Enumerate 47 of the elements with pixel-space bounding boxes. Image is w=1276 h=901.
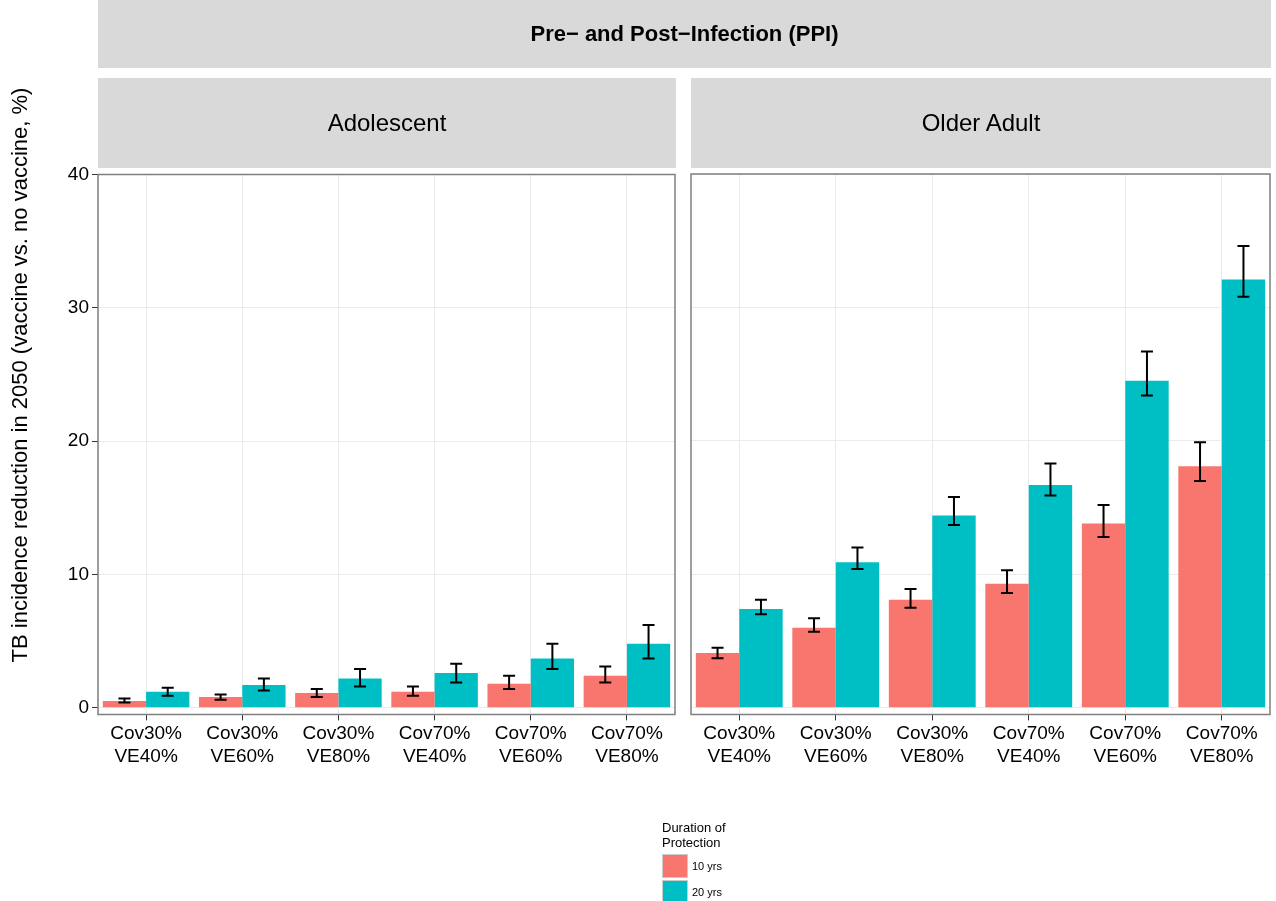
legend-label: 10 yrs: [692, 860, 722, 872]
bar: [391, 691, 435, 708]
bar: [242, 685, 286, 708]
x-tick-label: Cov30% VE60%: [206, 722, 279, 766]
bar: [985, 583, 1029, 708]
bar: [888, 599, 933, 708]
bar: [626, 643, 671, 708]
x-tick-label: Cov30% VE60%: [799, 722, 872, 766]
bar: [530, 658, 575, 708]
x-tick-label: Cov70% VE60%: [494, 722, 567, 766]
x-tick-label: Cov70% VE40%: [398, 722, 471, 766]
x-tick-label: Cov30% VE40%: [110, 722, 183, 766]
bar: [932, 515, 976, 708]
bar: [1081, 523, 1126, 708]
chart-subtitle: Adolescent: [98, 78, 676, 168]
y-tick-label: 10: [67, 562, 89, 584]
bar: [146, 691, 190, 708]
bar: [835, 562, 880, 708]
y-tick-label: 40: [67, 162, 89, 184]
bar: [695, 653, 740, 708]
bar: [739, 608, 783, 708]
y-tick-label: 0: [78, 695, 89, 717]
x-tick-label: Cov70% VE60%: [1089, 722, 1162, 766]
chart-title: Pre− and Post−Infection (PPI): [98, 0, 1271, 68]
bar: [295, 693, 339, 708]
x-tick-label: Cov30% VE80%: [896, 722, 969, 766]
x-tick-label: Cov70% VE80%: [591, 722, 663, 766]
y-tick-label: 30: [67, 295, 89, 317]
legend-title: Duration of Protection: [662, 820, 727, 850]
bar: [1221, 279, 1266, 708]
chart-subtitle: Older Adult: [691, 78, 1271, 168]
bar: [1178, 466, 1222, 708]
y-axis-title: TB incidence reduction in 2050 (vaccine vs. no vaccine, %): [6, 86, 33, 665]
legend-label: 20 yrs: [692, 886, 722, 898]
x-tick-label: Cov70% VE80%: [1185, 722, 1258, 766]
bar: [1125, 380, 1169, 708]
bar: [487, 683, 531, 708]
x-tick-label: Cov30% VE80%: [302, 722, 375, 766]
bar: [338, 678, 382, 708]
bar: [792, 627, 836, 708]
bar: [583, 675, 627, 708]
bar: [1028, 484, 1073, 708]
x-tick-label: Cov30% VE40%: [703, 722, 776, 766]
x-tick-label: Cov70% VE40%: [992, 722, 1065, 766]
bar: [434, 673, 478, 708]
bar: [198, 697, 243, 708]
y-tick-label: 20: [67, 429, 89, 451]
